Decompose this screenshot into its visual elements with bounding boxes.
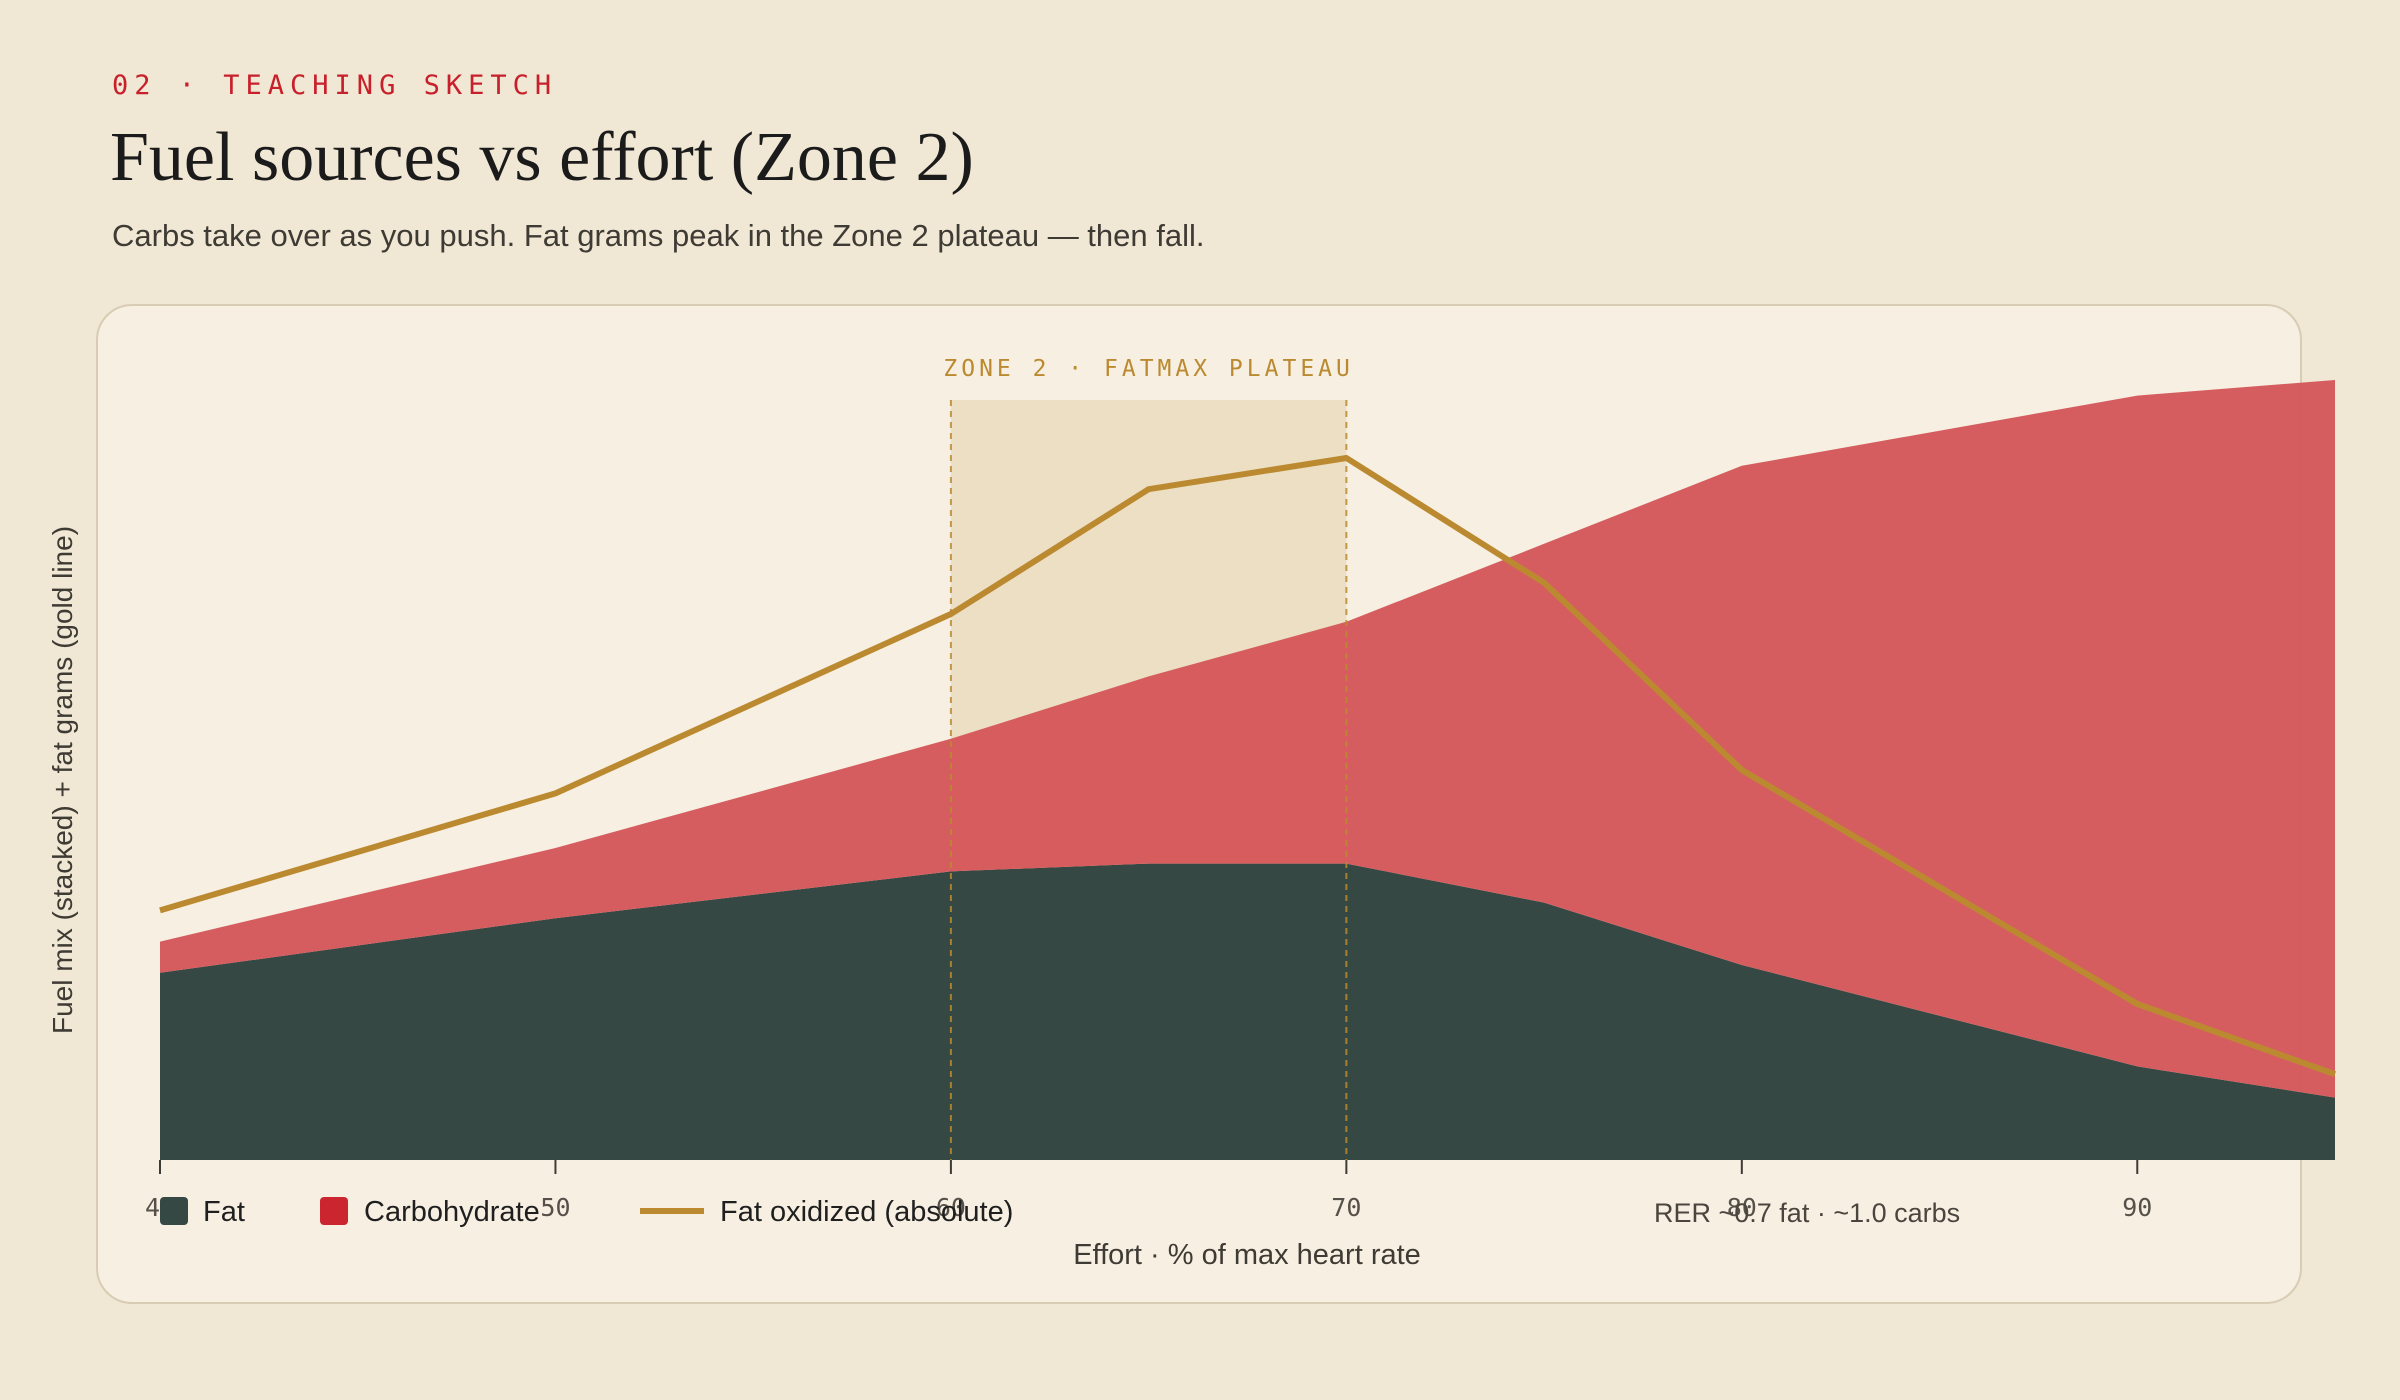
chart-title: Fuel sources vs effort (Zone 2) [110,119,974,196]
x-tick-label: 50 [540,1193,570,1222]
legend-fat-label: Fat [203,1196,245,1228]
x-axis-label: Effort · % of max heart rate [1073,1239,1421,1271]
fat-area [160,863,2335,1160]
carbohydrate-area [160,380,2335,1098]
fat-oxidized-line [159,455,2337,1078]
zone-label: ZONE 2 · FATMAX PLATEAU [943,356,1354,382]
legend-fat-line-label: Fat oxidized (absolute) [720,1196,1013,1228]
legend: Fat Carbohydrate Fat oxidized (absolute) [160,1196,1013,1228]
legend-carbohydrate-swatch [320,1197,348,1225]
x-tick-label: 80 [1727,1193,1757,1222]
y-axis-label: Fuel mix (stacked) + fat grams (gold lin… [47,526,78,1034]
x-tick-label: 60 [936,1193,966,1222]
x-tick-label: 90 [2122,1193,2152,1222]
legend-fat-swatch [160,1197,188,1225]
rer-annotation: RER ~0.7 fat · ~1.0 carbs [1654,1198,1960,1228]
chart-subtitle: Carbs take over as you push. Fat grams p… [112,218,1205,253]
legend-carbohydrate-label: Carbohydrate [364,1196,540,1228]
eyebrow-label: 02 · TEACHING SKETCH [112,70,558,101]
x-tick-label: 70 [1331,1193,1361,1222]
